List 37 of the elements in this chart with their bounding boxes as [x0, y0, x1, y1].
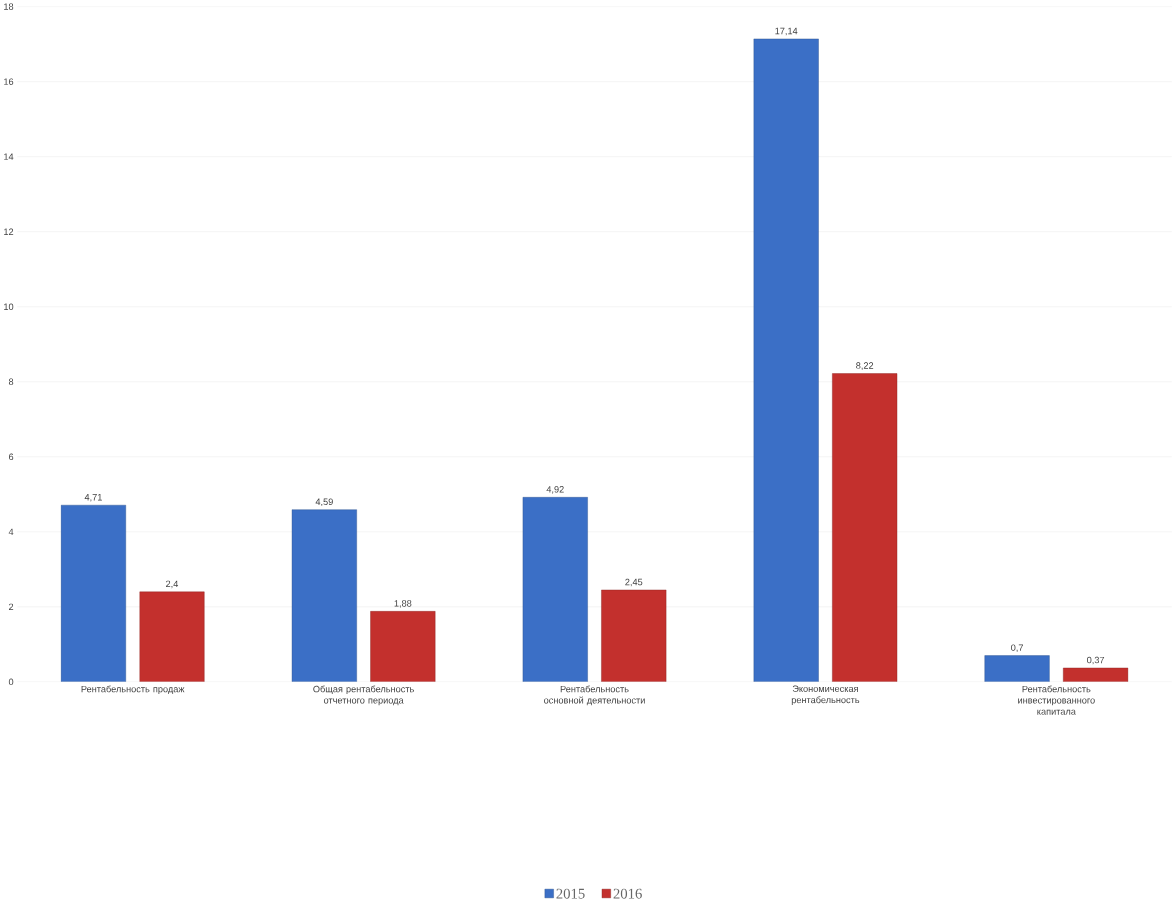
data-label: 0,7 [1011, 644, 1024, 652]
bar [601, 589, 667, 682]
data-label: 4,92 [546, 486, 564, 494]
y-tick-label: 0 [8, 678, 14, 686]
x-tick-label: Рентабельность продаж [81, 685, 185, 695]
y-tick-label: 14 [4, 153, 14, 160]
x-tick-label: Общая рентабельность отчетного периода [313, 685, 414, 706]
legend-label: 2016 [613, 888, 642, 899]
legend-label: 2015 [556, 888, 585, 899]
y-tick-label: 16 [4, 78, 14, 85]
x-tick-label: Рентабельность инвестированного капитала [1018, 685, 1095, 715]
bar [984, 655, 1050, 682]
bar [370, 611, 436, 682]
y-tick-label: 4 [8, 528, 14, 535]
bar [60, 504, 126, 682]
data-label: 4,71 [84, 494, 102, 502]
data-label: 1,88 [394, 600, 412, 608]
data-label: 2,45 [625, 578, 643, 587]
y-tick-label: 18 [4, 3, 14, 10]
data-label: 4,59 [315, 498, 333, 507]
bar [139, 591, 205, 682]
x-tick-label: Рентабельность основной деятельности [544, 685, 645, 706]
data-label: 17,14 [775, 27, 798, 36]
bar [753, 38, 819, 682]
bar [832, 373, 898, 682]
data-label: 8,22 [856, 362, 874, 370]
bar [291, 509, 357, 682]
data-label: 2,4 [166, 580, 179, 589]
y-tick-label: 2 [8, 603, 14, 610]
y-tick-label: 6 [8, 453, 14, 460]
x-tick-label: Экономическая рентабельность [791, 685, 860, 705]
bar [1063, 667, 1129, 682]
y-tick-label: 8 [8, 378, 14, 385]
y-tick-label: 12 [4, 228, 14, 235]
data-label: 0,37 [1087, 656, 1105, 665]
bar [522, 497, 588, 682]
y-tick-label: 10 [4, 303, 14, 310]
